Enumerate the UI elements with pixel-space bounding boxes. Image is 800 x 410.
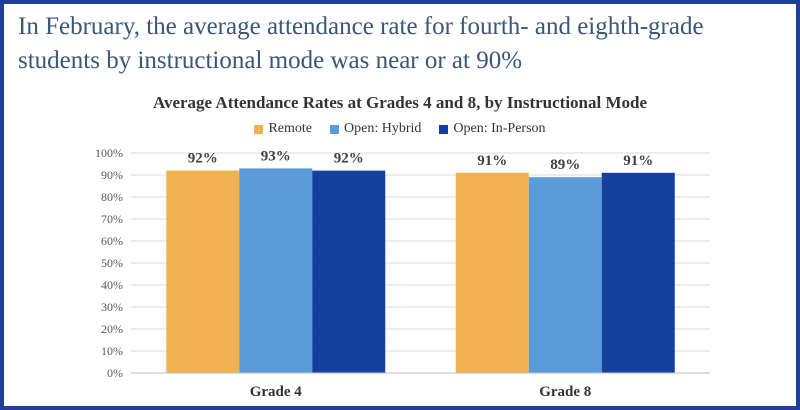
y-tick-label: 100% bbox=[95, 146, 123, 160]
legend-label-remote: Remote bbox=[268, 121, 312, 136]
x-category-label: Grade 8 bbox=[539, 384, 591, 400]
data-label: 92% bbox=[334, 151, 364, 167]
bar bbox=[601, 172, 675, 373]
data-label: 93% bbox=[261, 148, 291, 164]
y-tick-label: 90% bbox=[101, 168, 123, 182]
bar bbox=[166, 170, 240, 373]
legend-item-hybrid: Open: Hybrid bbox=[330, 121, 421, 137]
y-tick-label: 70% bbox=[101, 212, 123, 226]
bar bbox=[312, 170, 386, 373]
data-label: 91% bbox=[477, 153, 507, 169]
bar bbox=[528, 177, 602, 373]
data-label: 89% bbox=[550, 157, 580, 173]
data-label: 91% bbox=[623, 153, 653, 169]
bar bbox=[239, 168, 313, 373]
y-tick-label: 80% bbox=[101, 190, 123, 204]
legend-item-in-person: Open: In-Person bbox=[439, 121, 546, 137]
legend-swatch-hybrid bbox=[330, 124, 339, 134]
legend-swatch-in-person bbox=[439, 124, 449, 134]
y-tick-label: 10% bbox=[101, 344, 123, 358]
legend-swatch-remote bbox=[254, 124, 264, 134]
y-tick-label: 60% bbox=[101, 234, 123, 248]
legend-item-remote: Remote bbox=[254, 121, 312, 137]
data-label: 92% bbox=[188, 151, 218, 167]
legend-label-in-person: Open: In-Person bbox=[453, 121, 546, 136]
bar bbox=[455, 172, 529, 373]
y-tick-label: 0% bbox=[107, 366, 123, 380]
y-tick-label: 50% bbox=[101, 256, 123, 270]
slide-headline: In February, the average attendance rate… bbox=[18, 13, 704, 74]
x-category-label: Grade 4 bbox=[250, 384, 303, 400]
chart-title: Average Attendance Rates at Grades 4 and… bbox=[152, 93, 648, 112]
y-tick-label: 20% bbox=[101, 322, 123, 336]
y-tick-label: 40% bbox=[101, 278, 123, 292]
chart-legend: Remote Open: Hybrid Open: In-Person bbox=[0, 121, 800, 137]
legend-label-hybrid: Open: Hybrid bbox=[344, 121, 422, 136]
y-tick-label: 30% bbox=[101, 300, 123, 314]
